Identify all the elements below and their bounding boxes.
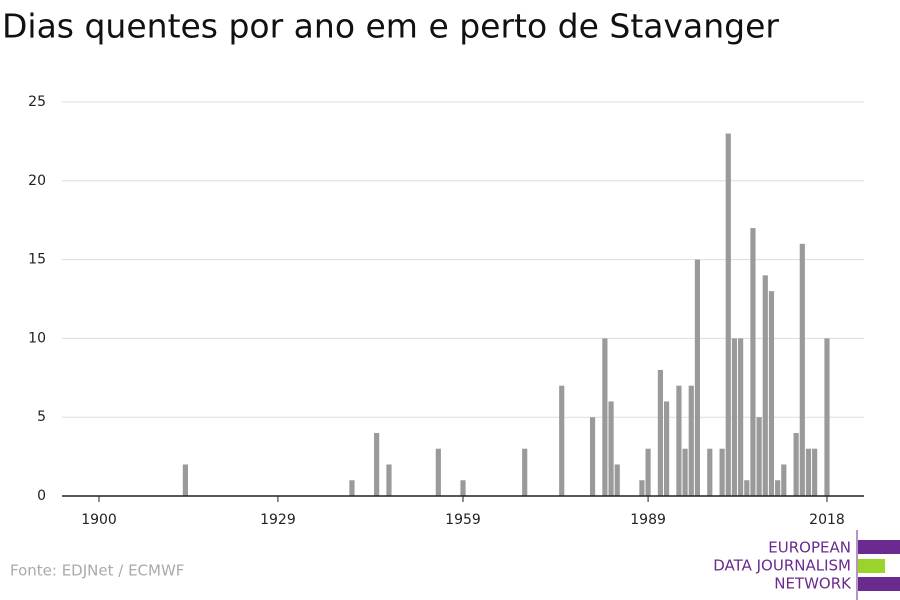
bar (182, 464, 188, 496)
bar (725, 133, 731, 496)
bar (349, 480, 355, 496)
y-tick-label: 0 (37, 488, 46, 504)
bar (812, 448, 818, 496)
bar (775, 480, 781, 496)
logo-bar (858, 559, 885, 573)
bar (744, 480, 750, 496)
bar (781, 464, 787, 496)
bar (374, 432, 380, 496)
bar (694, 259, 701, 496)
bar (719, 448, 725, 496)
bar (738, 338, 744, 496)
bar (608, 401, 614, 496)
bar (435, 448, 441, 496)
logo-bar (858, 540, 900, 554)
bar (602, 338, 608, 496)
bar (645, 448, 651, 496)
bar (805, 448, 812, 496)
bar (793, 432, 799, 496)
bar (756, 417, 762, 496)
bar (707, 448, 713, 496)
bar (688, 385, 694, 496)
bar (750, 228, 756, 496)
logo-text: DATA JOURNALISM (713, 557, 851, 575)
logo-bar (858, 577, 900, 591)
bar (676, 385, 682, 496)
bar (762, 275, 768, 496)
bar (768, 291, 775, 496)
x-tick-label: 1959 (445, 512, 481, 528)
bar (614, 464, 620, 496)
bar (731, 338, 738, 496)
bar (657, 369, 664, 496)
x-tick-label: 2018 (809, 512, 845, 528)
bar (460, 480, 466, 496)
bar (559, 385, 565, 496)
y-tick-label: 10 (28, 330, 46, 346)
logo-text: NETWORK (774, 575, 852, 593)
y-tick-label: 25 (28, 94, 46, 110)
x-tick-label: 1900 (81, 512, 117, 528)
y-tick-label: 5 (37, 409, 46, 425)
x-tick-label: 1989 (630, 512, 666, 528)
bar (386, 464, 392, 496)
y-tick-label: 15 (28, 252, 46, 268)
source: Fonte: EDJNet / ECMWF (10, 562, 184, 580)
chart-title: Dias quentes por ano em e perto de Stava… (2, 7, 779, 46)
bar (522, 448, 528, 496)
bar (639, 480, 645, 496)
bar (663, 401, 670, 496)
bar (824, 338, 830, 496)
bar (682, 448, 688, 496)
bar (799, 243, 805, 496)
bar (589, 417, 596, 496)
y-tick-label: 20 (28, 173, 46, 189)
x-tick-label: 1929 (260, 512, 296, 528)
logo-text: EUROPEAN (768, 539, 851, 557)
